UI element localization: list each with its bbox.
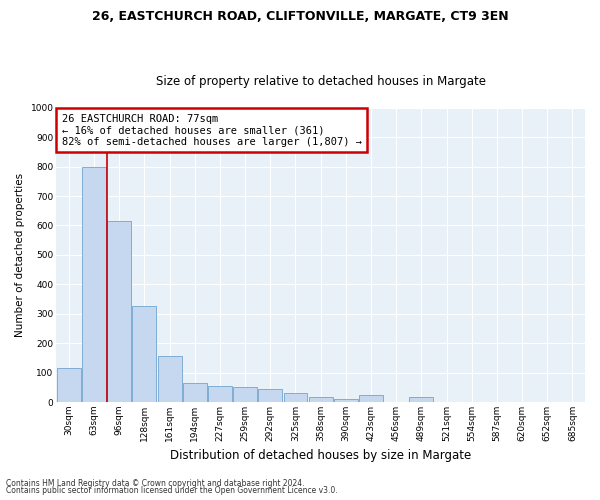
- Bar: [309, 396, 332, 402]
- Bar: [183, 383, 207, 402]
- Bar: [57, 368, 81, 402]
- Bar: [82, 166, 106, 402]
- Bar: [107, 221, 131, 402]
- Bar: [334, 399, 358, 402]
- Bar: [158, 356, 182, 402]
- X-axis label: Distribution of detached houses by size in Margate: Distribution of detached houses by size …: [170, 450, 471, 462]
- Bar: [259, 389, 282, 402]
- Bar: [233, 388, 257, 402]
- Text: 26, EASTCHURCH ROAD, CLIFTONVILLE, MARGATE, CT9 3EN: 26, EASTCHURCH ROAD, CLIFTONVILLE, MARGA…: [92, 10, 508, 23]
- Bar: [208, 386, 232, 402]
- Bar: [359, 394, 383, 402]
- Text: Contains HM Land Registry data © Crown copyright and database right 2024.: Contains HM Land Registry data © Crown c…: [6, 478, 305, 488]
- Bar: [284, 393, 307, 402]
- Y-axis label: Number of detached properties: Number of detached properties: [15, 173, 25, 337]
- Bar: [133, 306, 157, 402]
- Title: Size of property relative to detached houses in Margate: Size of property relative to detached ho…: [155, 76, 485, 88]
- Text: Contains public sector information licensed under the Open Government Licence v3: Contains public sector information licen…: [6, 486, 338, 495]
- Bar: [409, 396, 433, 402]
- Text: 26 EASTCHURCH ROAD: 77sqm
← 16% of detached houses are smaller (361)
82% of semi: 26 EASTCHURCH ROAD: 77sqm ← 16% of detac…: [62, 114, 362, 147]
